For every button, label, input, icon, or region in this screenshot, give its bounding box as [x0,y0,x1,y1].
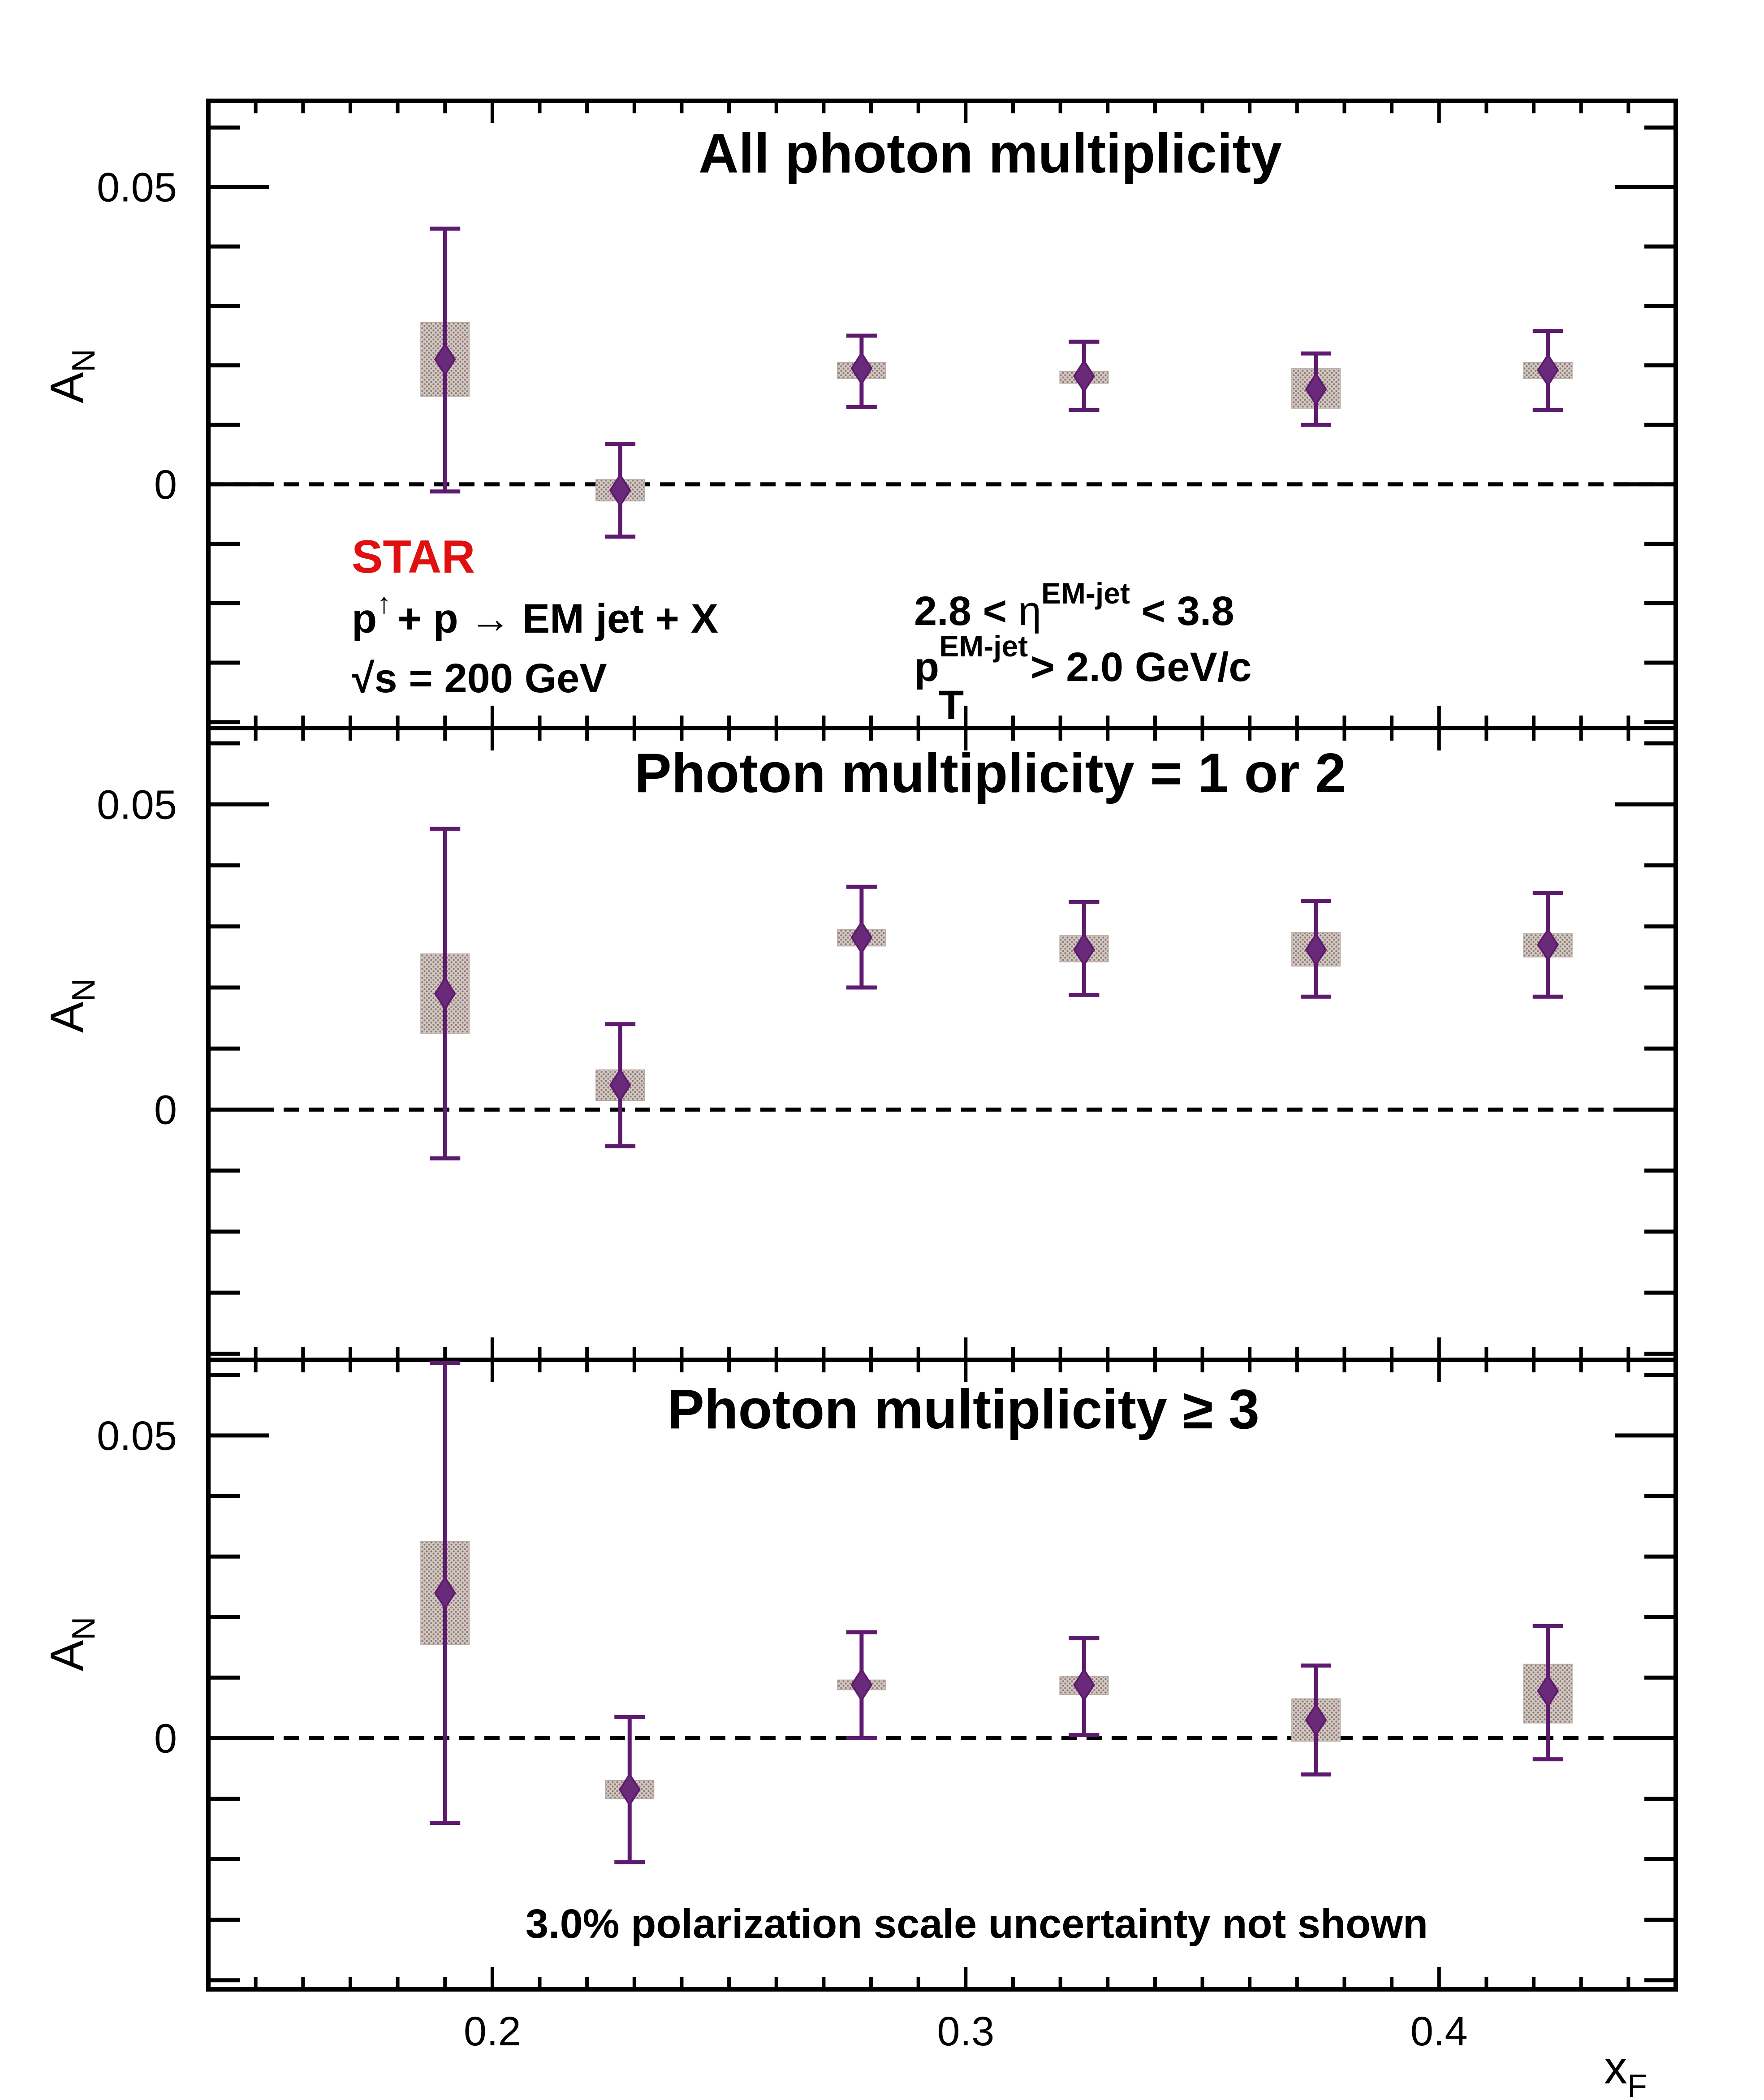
panel-all-photon-plot: 00.05 [97,99,1678,730]
plot-frame-mult-1-2 [206,726,1678,1362]
panel-mult-ge-3: 00.05 Photon multiplicity ≥ 3 [97,1358,1678,1992]
diamond-marker [1537,927,1559,962]
data-point [1291,899,1341,999]
x-tick-labels: 0.2 0.3 0.4 [464,2009,1468,2054]
reaction-arrow-sup: ↑ [377,587,391,619]
data-point [1523,891,1573,999]
data-point [1059,339,1109,412]
diamond-marker [850,351,873,385]
pt-sub: T [939,682,964,728]
pt-sup: EM-jet [939,630,1028,663]
data-point [420,1361,470,1825]
data-point [837,884,886,990]
y-tick-label: 0 [154,1716,177,1761]
panel-title-mult-ge-3: Photon multiplicity ≥ 3 [667,1379,1259,1440]
x-tick-label: 0.3 [937,2009,994,2054]
svg-text:AN: AN [41,1617,102,1671]
data-point [420,226,470,494]
data-point [420,827,470,1160]
data-point [605,1715,655,1864]
data-point [1291,351,1341,427]
x-tick-label: 0.2 [464,2009,521,2054]
y-tick-label: 0.05 [97,1413,177,1459]
data-point [837,1630,886,1740]
svg-text:AN: AN [41,349,102,403]
panel-mult-ge-3-plot: 00.05 [97,1358,1678,1992]
diamond-marker [434,976,456,1011]
y-tick-label: 0 [154,1087,177,1133]
y-axis-title-2: AN [41,1617,102,1671]
data-point [1291,1663,1341,1777]
data-point [1059,900,1109,997]
diamond-marker [850,920,873,954]
y-tick-label: 0.05 [97,782,177,828]
panel-mult-1-2-plot: 00.05 [97,726,1678,1362]
diamond-marker [1073,359,1095,393]
x-axis-title: xF [1604,2042,1647,2100]
diamond-marker [434,1576,456,1610]
panel-all-photon: 00.05 All photon multiplicity [97,99,1678,730]
y-axis-title-1: AN [41,979,102,1033]
eta-cut-right: < 3.8 [1130,588,1234,634]
diamond-marker [850,1668,873,1702]
y-axis-title-0: AN [41,349,102,403]
panel-title-mult-1-2: Photon multiplicity = 1 or 2 [634,742,1346,804]
y-tick-label: 0 [154,462,177,508]
data-point [1523,1624,1573,1762]
eta-symbol: η [1018,588,1041,634]
sqrt-s-text: s = 200 GeV [375,655,607,701]
pt-p: p [914,644,939,690]
panel-title-all-photon: All photon multiplicity [699,123,1282,185]
diamond-marker [1073,1668,1095,1702]
y-axis-titles: AN AN AN [41,349,102,1671]
sqrt-symbol: √ [352,655,375,701]
diamond-marker [1305,372,1327,406]
diamond-marker [434,342,456,376]
eta-cut-left: 2.8 < [914,588,1018,634]
data-point [1523,329,1573,412]
sqrt-s-label: √s = 200 GeV [352,655,607,701]
x-tick-label: 0.4 [1410,2009,1468,2054]
reaction-rest: + p → EM jet + X [397,596,718,642]
diamond-marker [1305,1703,1327,1737]
pt-cut-right: > 2.0 GeV/c [1031,644,1252,690]
reaction-label: p↑ + p → EM jet + X [352,587,718,642]
data-point [1059,1636,1109,1738]
data-point [837,333,886,409]
annotations: STAR p↑ + p → EM jet + X √s = 200 GeV 2.8… [352,531,1428,1947]
plot-frame-mult-ge-3 [206,1358,1678,1992]
svg-text:AN: AN [41,979,102,1033]
diamond-marker [1073,932,1095,967]
diamond-marker [618,1772,641,1807]
eta-cut-label: 2.8 < ηEM-jet < 3.8 [914,577,1234,634]
diamond-marker [1305,932,1327,967]
star-label: STAR [352,531,475,583]
data-point [595,442,645,539]
panel-mult-1-2: 00.05 Photon multiplicity = 1 or 2 [97,726,1678,1362]
diamond-marker [1537,1674,1559,1708]
reaction-p: p [352,596,377,642]
y-tick-label: 0.05 [97,164,177,210]
diamond-marker [609,1068,631,1102]
polarization-note: 3.0% polarization scale uncertainty not … [526,1901,1428,1947]
eta-sup: EM-jet [1041,577,1130,610]
diamond-marker [609,473,631,507]
pt-cut-label: pEM-jet [914,630,1028,690]
diamond-marker [1537,353,1559,387]
data-point [595,1022,645,1148]
